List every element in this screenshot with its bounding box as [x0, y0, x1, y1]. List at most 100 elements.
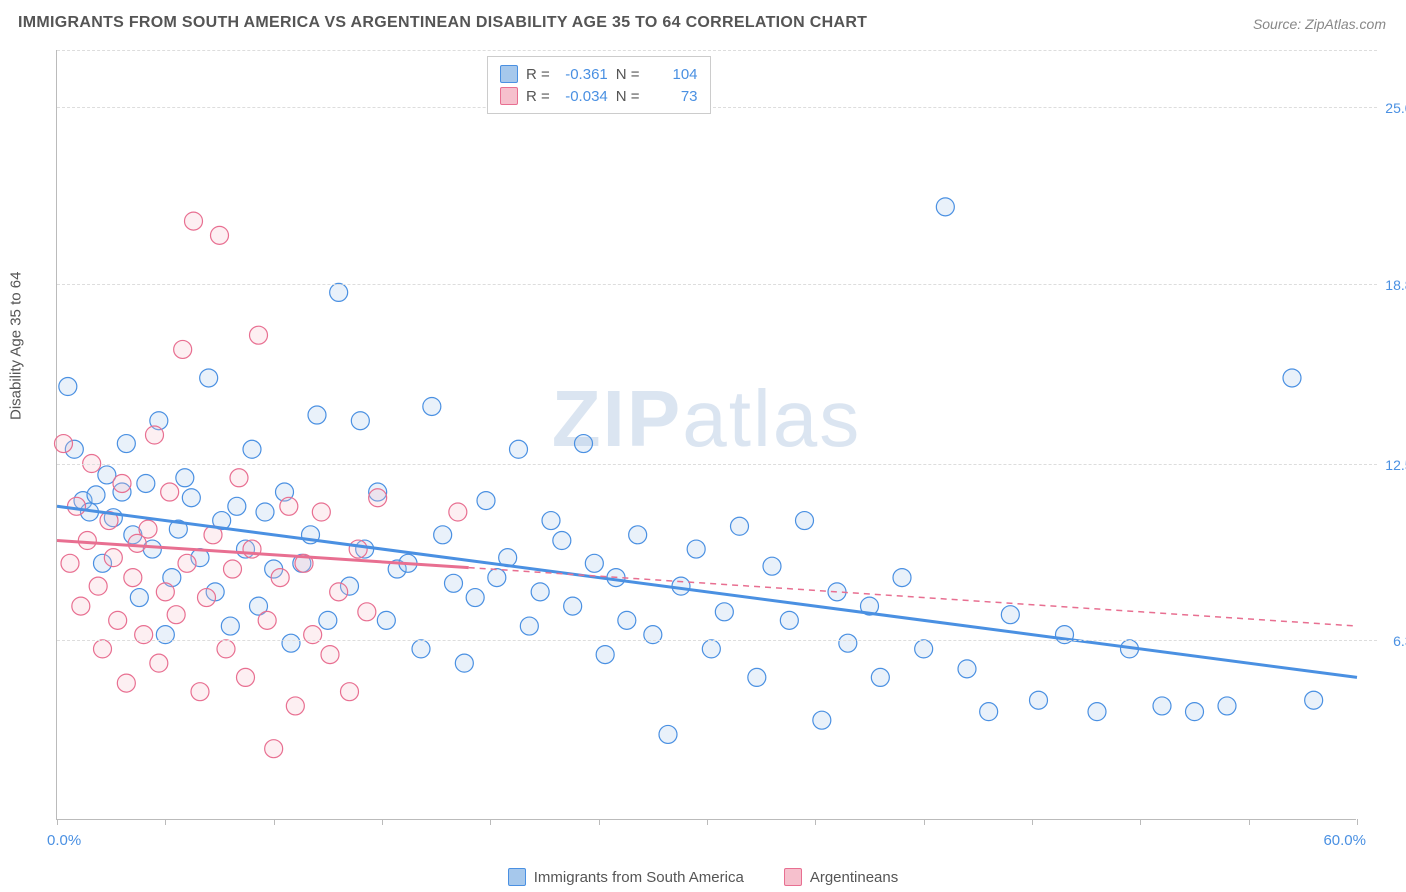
x-tick	[599, 819, 600, 825]
data-point	[217, 640, 235, 658]
data-point	[156, 583, 174, 601]
data-point	[282, 634, 300, 652]
y-axis-label: Disability Age 35 to 64	[8, 272, 25, 420]
stat-row-series2: R = -0.034 N = 73	[500, 85, 698, 107]
legend-swatch-series1	[508, 868, 526, 886]
data-point	[488, 569, 506, 587]
data-point	[104, 549, 122, 567]
source-attribution: Source: ZipAtlas.com	[1253, 16, 1386, 32]
data-point	[94, 640, 112, 658]
data-point	[780, 611, 798, 629]
correlation-stats-box: R = -0.361 N = 104 R = -0.034 N = 73	[487, 56, 711, 114]
data-point	[312, 503, 330, 521]
data-point	[813, 711, 831, 729]
data-point	[72, 597, 90, 615]
data-point	[319, 611, 337, 629]
data-point	[330, 583, 348, 601]
data-point	[137, 474, 155, 492]
gridline-h: 18.8%	[57, 284, 1377, 285]
data-point	[445, 574, 463, 592]
data-point	[68, 497, 86, 515]
data-point	[1088, 703, 1106, 721]
x-tick	[1032, 819, 1033, 825]
data-point	[124, 569, 142, 587]
data-point	[200, 369, 218, 387]
data-point	[243, 440, 261, 458]
data-point	[271, 569, 289, 587]
data-point	[893, 569, 911, 587]
data-point	[618, 611, 636, 629]
data-point	[87, 486, 105, 504]
data-point	[113, 474, 131, 492]
data-point	[198, 589, 216, 607]
data-point	[250, 326, 268, 344]
data-point	[449, 503, 467, 521]
data-point	[434, 526, 452, 544]
data-point	[178, 554, 196, 572]
n-value-series2: 73	[648, 88, 698, 105]
legend-item-series2: Argentineans	[784, 868, 898, 886]
data-point	[477, 492, 495, 510]
y-tick-label: 12.5%	[1385, 457, 1406, 473]
data-point	[117, 435, 135, 453]
legend-item-series1: Immigrants from South America	[508, 868, 744, 886]
data-point	[59, 378, 77, 396]
data-point	[130, 589, 148, 607]
gridline-h	[57, 50, 1377, 51]
data-point	[585, 554, 603, 572]
data-point	[308, 406, 326, 424]
data-point	[182, 489, 200, 507]
data-point	[520, 617, 538, 635]
data-point	[237, 668, 255, 686]
x-tick	[165, 819, 166, 825]
data-point	[510, 440, 528, 458]
data-point	[915, 640, 933, 658]
data-point	[228, 497, 246, 515]
data-point	[286, 697, 304, 715]
data-point	[341, 683, 359, 701]
x-tick	[1357, 819, 1358, 825]
data-point	[980, 703, 998, 721]
data-point	[161, 483, 179, 501]
gridline-h: 25.0%	[57, 107, 1377, 108]
data-point	[596, 646, 614, 664]
data-point	[377, 611, 395, 629]
data-point	[61, 554, 79, 572]
data-point	[174, 340, 192, 358]
swatch-series2	[500, 87, 518, 105]
data-point	[221, 617, 239, 635]
x-tick	[382, 819, 383, 825]
x-tick	[924, 819, 925, 825]
n-label: N =	[616, 66, 640, 83]
data-point	[265, 740, 283, 758]
data-point	[936, 198, 954, 216]
data-point	[89, 577, 107, 595]
data-point	[871, 668, 889, 686]
data-point	[702, 640, 720, 658]
r-value-series1: -0.361	[558, 66, 608, 83]
data-point	[553, 532, 571, 550]
data-point	[466, 589, 484, 607]
data-point	[1186, 703, 1204, 721]
data-point	[330, 283, 348, 301]
data-point	[150, 654, 168, 672]
x-axis-max-label: 60.0%	[1323, 832, 1366, 849]
data-point	[542, 512, 560, 530]
data-point	[146, 426, 164, 444]
plot-area: ZIPatlas 6.3%12.5%18.8%25.0% 0.0% 60.0% …	[56, 50, 1356, 820]
data-point	[176, 469, 194, 487]
x-tick	[274, 819, 275, 825]
legend-label-series1: Immigrants from South America	[534, 869, 744, 886]
data-point	[369, 489, 387, 507]
data-point	[211, 226, 229, 244]
data-point	[1153, 697, 1171, 715]
data-point	[139, 520, 157, 538]
data-point	[796, 512, 814, 530]
data-point	[731, 517, 749, 535]
scatter-svg	[57, 50, 1357, 820]
data-point	[358, 603, 376, 621]
gridline-h: 12.5%	[57, 464, 1377, 465]
data-point	[224, 560, 242, 578]
stat-row-series1: R = -0.361 N = 104	[500, 63, 698, 85]
data-point	[659, 725, 677, 743]
